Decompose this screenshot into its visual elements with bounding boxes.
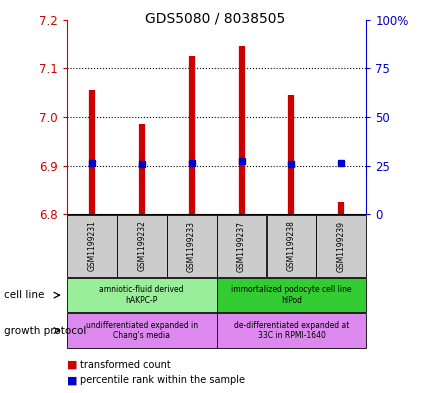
Bar — [216, 313, 366, 348]
Bar — [316, 215, 366, 277]
Text: cell line: cell line — [4, 290, 45, 300]
Text: GSM1199237: GSM1199237 — [237, 220, 246, 272]
Bar — [117, 215, 166, 277]
Text: de-differentiated expanded at
33C in RPMI-1640: de-differentiated expanded at 33C in RPM… — [233, 321, 348, 340]
Text: GSM1199238: GSM1199238 — [286, 220, 295, 272]
Text: ■: ■ — [67, 360, 77, 370]
Bar — [216, 215, 266, 277]
Text: growth protocol: growth protocol — [4, 325, 86, 336]
Text: immortalized podocyte cell line
hIPod: immortalized podocyte cell line hIPod — [230, 285, 351, 305]
Text: GSM1199239: GSM1199239 — [336, 220, 345, 272]
Bar — [266, 215, 316, 277]
Text: transformed count: transformed count — [80, 360, 170, 370]
Bar — [67, 313, 216, 348]
Text: GDS5080 / 8038505: GDS5080 / 8038505 — [145, 11, 285, 25]
Bar — [67, 278, 216, 312]
Text: amniotic-fluid derived
hAKPC-P: amniotic-fluid derived hAKPC-P — [99, 285, 184, 305]
Text: GSM1199233: GSM1199233 — [187, 220, 196, 272]
Text: undifferentiated expanded in
Chang's media: undifferentiated expanded in Chang's med… — [86, 321, 197, 340]
Text: GSM1199232: GSM1199232 — [137, 220, 146, 272]
Text: ■: ■ — [67, 375, 77, 386]
Bar — [67, 215, 117, 277]
Bar — [216, 278, 366, 312]
Text: GSM1199231: GSM1199231 — [87, 220, 96, 272]
Text: percentile rank within the sample: percentile rank within the sample — [80, 375, 244, 386]
Bar — [166, 215, 216, 277]
